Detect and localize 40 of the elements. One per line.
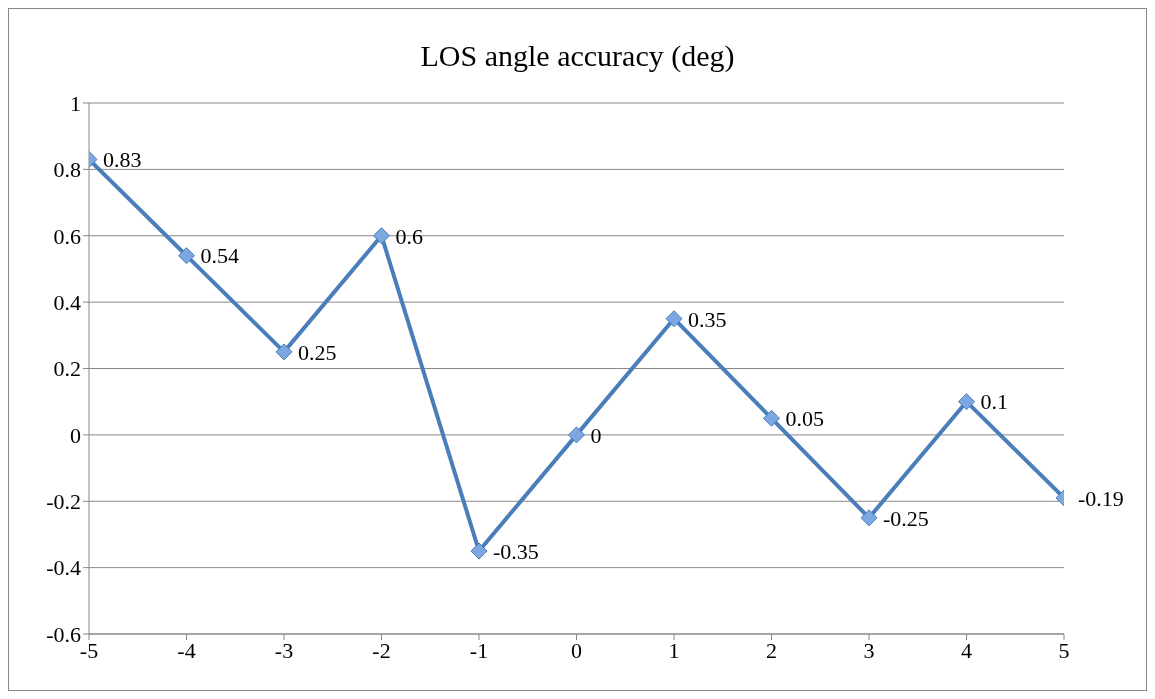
x-tick-label: 2 (766, 637, 777, 663)
point (958, 393, 975, 411)
x-tick-label: -2 (372, 637, 391, 663)
x-tick-label: -4 (177, 637, 196, 663)
x-tick-label: -1 (469, 637, 489, 663)
point (178, 247, 195, 265)
point (763, 409, 780, 427)
x-tick-label: -3 (274, 637, 294, 663)
data-label: 0.54 (200, 243, 239, 269)
data-label: 0.6 (395, 223, 423, 249)
y-tick-label: 0.8 (53, 157, 81, 183)
point (665, 310, 683, 328)
y-tick-label: 0.6 (53, 223, 81, 249)
data-label: 0.35 (688, 306, 727, 332)
data-label: 0.25 (298, 339, 337, 365)
x-tick-label: 0 (571, 637, 582, 663)
x-tick-label: 3 (863, 637, 875, 663)
data-label: 0.1 (980, 389, 1008, 415)
y-tick-label: 0 (70, 422, 81, 448)
data-label: -0.19 (1078, 485, 1124, 511)
data-label: 0 (590, 422, 602, 448)
y-tick-label: -0.2 (46, 489, 81, 515)
point (568, 426, 585, 444)
x-tick-label: 5 (1058, 637, 1070, 663)
data-label: -0.35 (493, 538, 539, 564)
point (860, 509, 878, 527)
data-label: -0.25 (883, 505, 929, 531)
chart-title: LOS angle accuracy (deg) (419, 38, 736, 74)
y-tick-label: 1 (70, 90, 81, 116)
y-tick-label: -0.6 (46, 621, 81, 647)
y-tick-label: -0.4 (46, 555, 81, 581)
data-label: 0.05 (785, 406, 824, 432)
y-tick-label: 0.4 (53, 289, 81, 315)
point (373, 227, 390, 245)
x-tick-label: 4 (961, 637, 972, 663)
point (470, 542, 488, 560)
point (275, 343, 293, 361)
data-label: 0.83 (103, 147, 142, 173)
y-tick-label: 0.2 (53, 356, 81, 382)
x-tick-label: 1 (668, 637, 680, 663)
